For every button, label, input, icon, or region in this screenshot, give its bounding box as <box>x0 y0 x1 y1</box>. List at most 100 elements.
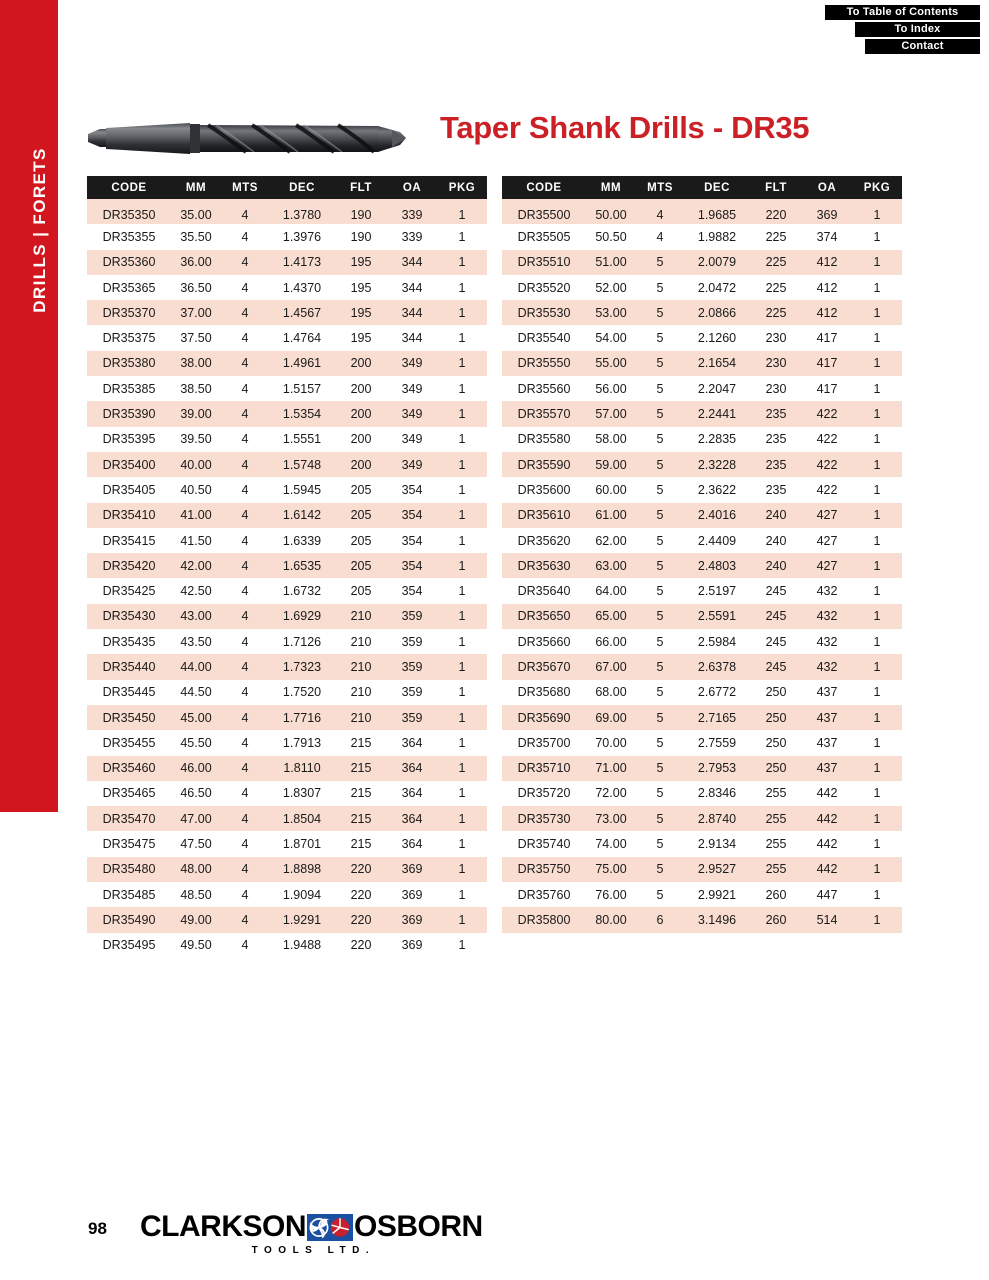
cell-mm: 50.50 <box>595 229 627 244</box>
cell-dec: 1.4961 <box>282 356 322 371</box>
cell-dec: 1.5354 <box>282 407 322 422</box>
cell-dec: 1.4370 <box>282 280 322 295</box>
column-header-oa: OA <box>802 176 852 199</box>
cell-pkg: 1 <box>873 432 881 447</box>
nav-to-table-of-contents[interactable]: To Table of Contents <box>825 5 980 20</box>
cell-flt: 215 <box>350 837 372 852</box>
cell-pkg: 1 <box>458 609 466 624</box>
cell-oa: 422 <box>816 482 838 497</box>
cell-flt: 220 <box>350 862 372 877</box>
cell-code: DR35400 <box>102 457 156 472</box>
cell-pkg: 1 <box>458 887 466 902</box>
cell-mm: 42.50 <box>180 584 212 599</box>
cell-mm: 38.00 <box>180 356 212 371</box>
table-row: DR35600 60.00 5 2.3622 235 422 1 <box>502 477 902 502</box>
cell-oa: 359 <box>401 710 423 725</box>
cell-pkg: 1 <box>873 710 881 725</box>
cell-flt: 210 <box>350 659 372 674</box>
column-header-mm: MM <box>586 176 636 199</box>
table-row: DR35395 39.50 4 1.5551 200 349 1 <box>87 427 487 452</box>
table-row: DR35680 68.00 5 2.6772 250 437 1 <box>502 680 902 705</box>
cell-oa: 349 <box>401 457 423 472</box>
cell-mm: 41.00 <box>180 508 212 523</box>
cell-mm: 71.00 <box>595 761 627 776</box>
cell-pkg: 1 <box>458 685 466 700</box>
cell-dec: 1.6929 <box>282 609 322 624</box>
cell-flt: 215 <box>350 811 372 826</box>
cell-pkg: 1 <box>458 305 466 320</box>
table-row: DR35400 40.00 4 1.5748 200 349 1 <box>87 451 487 478</box>
table-row: DR35610 61.00 5 2.4016 240 427 1 <box>502 502 902 528</box>
cell-oa: 344 <box>401 255 423 270</box>
page-title: Taper Shank Drills - DR35 <box>440 110 810 145</box>
nav-to-index[interactable]: To Index <box>855 22 980 37</box>
cell-flt: 210 <box>350 685 372 700</box>
cell-code: DR35450 <box>102 710 156 725</box>
cell-code: DR35495 <box>102 938 156 953</box>
cell-code: DR35385 <box>102 381 156 396</box>
cell-flt: 230 <box>765 356 787 371</box>
cell-dec: 1.7520 <box>282 685 322 700</box>
cell-pkg: 1 <box>458 786 466 801</box>
cell-oa: 442 <box>816 811 838 826</box>
cell-oa: 364 <box>401 811 423 826</box>
cell-code: DR35800 <box>517 912 571 927</box>
cell-mm: 52.00 <box>595 280 627 295</box>
column-header-pkg: PKG <box>852 176 902 199</box>
cell-mts: 5 <box>656 735 664 750</box>
cell-mm: 40.50 <box>180 482 212 497</box>
cell-mm: 60.00 <box>595 482 627 497</box>
cell-mts: 5 <box>656 457 664 472</box>
cell-dec: 1.3780 <box>282 207 322 222</box>
cell-code: DR35425 <box>102 584 156 599</box>
cell-mts: 4 <box>241 584 249 599</box>
cell-code: DR35455 <box>102 735 156 750</box>
cell-flt: 220 <box>350 887 372 902</box>
cell-oa: 364 <box>401 735 423 750</box>
cell-code: DR35485 <box>102 887 156 902</box>
cell-mts: 4 <box>241 558 249 573</box>
cell-mts: 5 <box>656 609 664 624</box>
table-row: DR35710 71.00 5 2.7953 250 437 1 <box>502 755 902 781</box>
cell-flt: 200 <box>350 381 372 396</box>
cell-flt: 200 <box>350 432 372 447</box>
cell-pkg: 1 <box>458 761 466 776</box>
cell-mm: 48.00 <box>180 862 212 877</box>
cell-flt: 260 <box>765 887 787 902</box>
cell-pkg: 1 <box>458 356 466 371</box>
cell-mm: 37.50 <box>180 331 212 346</box>
cell-mts: 4 <box>241 533 249 548</box>
cell-oa: 349 <box>401 432 423 447</box>
cell-code: DR35570 <box>517 407 571 422</box>
table-row: DR35440 44.00 4 1.7323 210 359 1 <box>87 654 487 680</box>
cell-flt: 195 <box>350 255 372 270</box>
cell-mm: 35.50 <box>180 229 212 244</box>
cell-pkg: 1 <box>873 761 881 776</box>
cell-oa: 364 <box>401 837 423 852</box>
cell-code: DR35370 <box>102 305 156 320</box>
cell-code: DR35680 <box>517 685 571 700</box>
table-row: DR35530 53.00 5 2.0866 225 412 1 <box>502 300 902 326</box>
cell-dec: 1.9094 <box>282 887 322 902</box>
cell-dec: 3.1496 <box>697 912 737 927</box>
cell-flt: 200 <box>350 407 372 422</box>
cell-pkg: 1 <box>458 457 466 472</box>
cell-mm: 55.00 <box>595 356 627 371</box>
nav-contact[interactable]: Contact <box>865 39 980 54</box>
cell-code: DR35365 <box>102 280 156 295</box>
cell-mm: 44.00 <box>180 659 212 674</box>
table-header-left: CODE MM MTS DEC FLT OA PKG <box>87 176 487 199</box>
spec-table-right: CODE MM MTS DEC FLT OA PKG DR35500 50.00 4… <box>502 176 902 933</box>
cell-code: DR35610 <box>517 508 571 523</box>
cell-mts: 5 <box>656 862 664 877</box>
cell-dec: 1.4764 <box>282 331 322 346</box>
cell-mm: 49.50 <box>180 938 212 953</box>
sidebar-category-band: DRILLS | FORETS <box>0 0 58 812</box>
cell-flt: 195 <box>350 280 372 295</box>
cell-oa: 442 <box>816 786 838 801</box>
cell-mts: 4 <box>241 609 249 624</box>
cell-dec: 1.5551 <box>282 432 322 447</box>
cell-code: DR35760 <box>517 887 571 902</box>
cell-oa: 349 <box>401 407 423 422</box>
cell-oa: 354 <box>401 584 423 599</box>
